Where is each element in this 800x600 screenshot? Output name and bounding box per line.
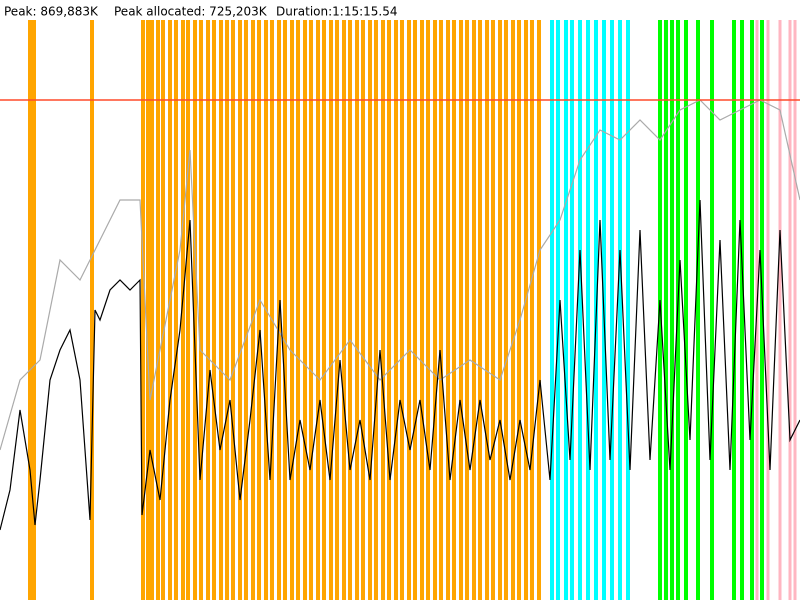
gc-marker: [778, 20, 782, 600]
gc-marker: [150, 20, 154, 600]
gc-marker: [618, 20, 622, 600]
gc-marker: [342, 20, 346, 600]
gc-marker: [348, 20, 352, 600]
gc-marker: [684, 20, 688, 600]
gc-marker: [556, 20, 560, 600]
gc-marker: [465, 20, 469, 600]
gc-marker: [537, 20, 541, 600]
gc-marker: [296, 20, 300, 600]
gc-marker: [206, 20, 210, 600]
gc-marker: [219, 20, 223, 600]
gc-marker: [788, 20, 792, 600]
gc-marker: [90, 20, 94, 600]
gc-marker: [174, 20, 178, 600]
gc-marker: [491, 20, 495, 600]
gc-marker: [446, 20, 450, 600]
gc-marker: [570, 20, 574, 600]
gc-marker: [329, 20, 333, 600]
gc-marker: [524, 20, 528, 600]
gc-marker: [517, 20, 521, 600]
gc-marker: [244, 20, 248, 600]
gc-marker: [626, 20, 630, 600]
gc-marker: [309, 20, 313, 600]
gc-marker: [28, 20, 32, 600]
gc-marker: [290, 20, 294, 600]
gc-marker: [420, 20, 424, 600]
gc-marker: [374, 20, 378, 600]
gc-marker: [750, 20, 754, 600]
gc-marker: [322, 20, 326, 600]
gc-marker: [199, 20, 203, 600]
gc-marker: [212, 20, 216, 600]
gc-marker: [381, 20, 385, 600]
gc-marker: [407, 20, 411, 600]
gc-marker: [251, 20, 255, 600]
gc-marker: [766, 20, 770, 600]
gc-marker: [550, 20, 554, 600]
gc-marker: [504, 20, 508, 600]
gc-marker: [511, 20, 515, 600]
gc-marker: [368, 20, 372, 600]
gc-marker: [186, 20, 190, 600]
gc-marker: [283, 20, 287, 600]
gc-marker: [168, 20, 172, 600]
gc-marker: [478, 20, 482, 600]
gc-marker: [156, 20, 160, 600]
gc-marker: [238, 20, 242, 600]
gc-marker: [32, 20, 36, 600]
gc-marker: [433, 20, 437, 600]
gc-marker: [355, 20, 359, 600]
gc-marker: [316, 20, 320, 600]
gc-marker: [426, 20, 430, 600]
gc-marker: [231, 20, 235, 600]
gc-marker: [387, 20, 391, 600]
gc-marker: [664, 20, 668, 600]
gc-marker: [270, 20, 274, 600]
gc-marker: [400, 20, 404, 600]
gc-marker: [578, 20, 582, 600]
gc-marker: [710, 20, 714, 600]
stat-duration: Duration:1:15:15.54: [276, 5, 398, 19]
gc-marker: [439, 20, 443, 600]
gc-marker: [472, 20, 476, 600]
gc-marker: [141, 20, 145, 600]
gc-marker: [225, 20, 229, 600]
gc-marker: [610, 20, 614, 600]
gc-marker: [696, 20, 700, 600]
gc-marker: [740, 20, 744, 600]
gc-marker: [732, 20, 736, 600]
gc-marker: [485, 20, 489, 600]
memory-line: [0, 199, 800, 531]
gc-marker: [146, 20, 150, 600]
gc-marker: [413, 20, 417, 600]
gc-marker: [586, 20, 590, 600]
gc-marker: [760, 20, 764, 600]
gc-marker: [193, 20, 197, 600]
gc-marker: [181, 20, 185, 600]
gc-marker: [452, 20, 456, 600]
plot: [0, 20, 800, 600]
gc-marker: [670, 20, 674, 600]
gc-marker: [459, 20, 463, 600]
gc-marker: [335, 20, 339, 600]
gc-marker: [303, 20, 307, 600]
gc-marker: [530, 20, 534, 600]
gc-marker: [257, 20, 261, 600]
memory-line: [0, 99, 800, 451]
gc-marker: [498, 20, 502, 600]
gc-marker: [161, 20, 165, 600]
gc-marker: [564, 20, 568, 600]
gc-marker: [361, 20, 365, 600]
gc-marker: [793, 20, 797, 600]
gc-marker: [394, 20, 398, 600]
stat-peak: Peak: 869,883K: [4, 5, 99, 19]
stat-peak-allocated: Peak allocated: 725,203K: [114, 5, 268, 19]
